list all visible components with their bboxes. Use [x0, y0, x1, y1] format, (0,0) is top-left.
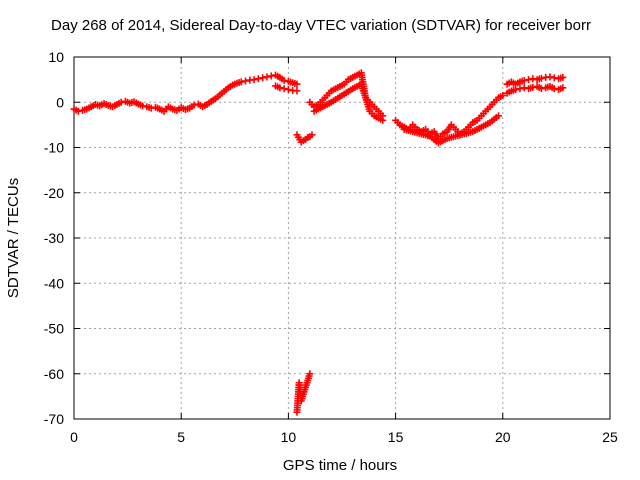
axis-ticks: 0 5 10 15 20 25 -70 -60 -50 -40 -30 -20 -10 0 10: [44, 49, 618, 445]
data-point: [529, 83, 537, 91]
data-point: [559, 73, 567, 81]
data-point: [529, 75, 537, 83]
y-tick-label: -40: [44, 275, 64, 291]
y-tick-label: -30: [44, 230, 64, 246]
data-point: [537, 74, 545, 82]
data-point: [280, 85, 288, 93]
data-point: [254, 75, 262, 83]
data-point: [259, 74, 267, 82]
data-point: [516, 85, 524, 93]
y-tick-label: -70: [44, 411, 64, 427]
data-point: [242, 77, 250, 85]
data-point: [512, 86, 520, 94]
data-point: [250, 76, 258, 84]
y-tick-label: -10: [44, 140, 64, 156]
data-point: [139, 102, 147, 110]
x-axis-label: GPS time / hours: [283, 457, 397, 474]
data-point: [499, 91, 507, 99]
data-point: [284, 86, 292, 94]
data-point: [520, 77, 528, 85]
grid: [74, 57, 610, 419]
y-tick-label: 10: [48, 49, 64, 65]
y-axis-label: SDTVAR / TECUs: [5, 178, 22, 298]
data-point: [237, 78, 245, 86]
data-point: [190, 101, 198, 109]
data-point: [559, 84, 567, 92]
chart-title: Day 268 of 2014, Sidereal Day-to-day VTE…: [51, 17, 591, 34]
data-point: [267, 72, 275, 80]
data-point: [306, 370, 314, 378]
plot-frame: [73, 56, 611, 420]
y-tick-label: -20: [44, 185, 64, 201]
data-point: [74, 107, 82, 115]
y-tick-label: -50: [44, 321, 64, 337]
data-point: [293, 80, 301, 88]
data-points: [70, 69, 567, 416]
x-tick-label: 25: [602, 429, 618, 445]
y-tick-label: 0: [56, 94, 64, 110]
data-point: [546, 73, 554, 81]
data-point: [520, 84, 528, 92]
data-point: [276, 84, 284, 92]
data-point: [308, 131, 316, 139]
x-tick-label: 20: [495, 429, 511, 445]
x-tick-label: 10: [281, 429, 297, 445]
y-tick-label: -60: [44, 366, 64, 382]
x-tick-label: 5: [177, 429, 185, 445]
data-point: [147, 104, 155, 112]
data-point: [537, 85, 545, 93]
data-point: [550, 74, 558, 82]
data-point: [495, 112, 503, 120]
data-point: [117, 98, 125, 106]
x-tick-label: 15: [388, 429, 404, 445]
data-point: [263, 73, 271, 81]
data-point: [550, 85, 558, 93]
data-point: [293, 87, 301, 95]
x-tick-label: 0: [70, 429, 78, 445]
data-point: [525, 76, 533, 84]
data-point: [280, 77, 288, 85]
data-point: [379, 116, 387, 124]
